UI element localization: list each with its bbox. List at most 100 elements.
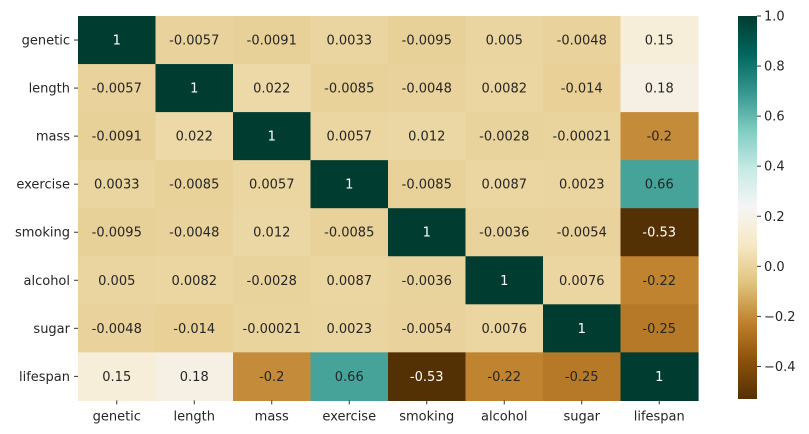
heatmap-cell — [233, 352, 312, 401]
cell-annotation: -0.0085 — [324, 82, 374, 97]
heatmap-cell — [543, 112, 622, 161]
heatmap-cell — [233, 112, 312, 161]
y-tick-label: smoking — [15, 226, 70, 241]
cell-annotation: 0.0057 — [249, 178, 295, 193]
cell-annotation: 0.005 — [98, 274, 135, 289]
x-tick-label: smoking — [399, 409, 454, 424]
cell-annotation: -0.0091 — [92, 130, 142, 145]
heatmap-cell — [543, 160, 622, 209]
heatmap-cell — [543, 352, 622, 401]
heatmap-cell — [388, 64, 467, 113]
heatmap-cell — [465, 256, 544, 305]
heatmap-cell — [78, 160, 157, 209]
colorbar-gradient — [738, 16, 757, 399]
cell-annotation: -0.0048 — [169, 226, 219, 241]
heatmap-cell — [543, 256, 622, 305]
colorbar-tick-label: −0.4 — [764, 360, 796, 375]
heatmap-cell — [233, 160, 312, 209]
x-tick-label: mass — [255, 409, 289, 424]
cell-annotation: -0.0057 — [169, 34, 219, 49]
heatmap-cell — [310, 352, 389, 401]
y-tick-label: exercise — [16, 178, 70, 193]
heatmap-cell — [310, 64, 389, 113]
heatmap-cell — [388, 160, 467, 209]
cell-annotation: 0.0033 — [94, 178, 140, 193]
heatmap-cell — [155, 304, 234, 353]
heatmap-cell — [620, 112, 699, 161]
cell-annotation: -0.53 — [410, 370, 444, 385]
cell-annotation: 0.0057 — [327, 130, 373, 145]
heatmap-cell — [155, 208, 234, 257]
heatmap-cell — [388, 16, 467, 65]
cell-annotation: -0.2 — [259, 370, 284, 385]
y-tick-label: alcohol — [24, 274, 70, 289]
cell-annotation: 0.18 — [180, 370, 209, 385]
heatmap-cell — [310, 16, 389, 65]
heatmap-cell — [310, 208, 389, 257]
heatmap-cell — [465, 160, 544, 209]
heatmap-cell — [620, 256, 699, 305]
cell-annotation: -0.0036 — [402, 274, 452, 289]
heatmap-cell — [78, 256, 157, 305]
colorbar-tick-label: 1.0 — [764, 10, 785, 25]
x-tick-label: exercise — [322, 409, 376, 424]
heatmap-cell — [620, 64, 699, 113]
cell-annotation: -0.22 — [642, 274, 676, 289]
cell-annotation: 0.022 — [253, 82, 290, 97]
cell-annotation: 1 — [578, 322, 586, 337]
heatmap-cell — [465, 304, 544, 353]
cell-annotation: -0.0048 — [402, 82, 452, 97]
cell-annotation: 0.0076 — [482, 322, 528, 337]
cell-annotation: -0.0028 — [247, 274, 297, 289]
cell-annotation: -0.0095 — [402, 34, 452, 49]
heatmap-cell — [310, 304, 389, 353]
heatmap-annotations: 1 -0.0057 -0.0091 0.0033 -0.0095 0.005 -0.0048… — [92, 34, 676, 385]
colorbar-tick-label: 0.4 — [764, 160, 785, 175]
heatmap-cell — [155, 352, 234, 401]
heatmap-cell — [310, 160, 389, 209]
cell-annotation: 0.0082 — [482, 82, 528, 97]
y-tick-label: sugar — [33, 322, 70, 337]
cell-annotation: 0.66 — [645, 178, 674, 193]
cell-annotation: -0.2 — [647, 130, 672, 145]
cell-annotation: -0.0028 — [479, 130, 529, 145]
heatmap-cell — [388, 208, 467, 257]
heatmap-cell — [388, 304, 467, 353]
heatmap-cell — [155, 16, 234, 65]
heatmap-cell — [155, 160, 234, 209]
heatmap-cells — [78, 16, 699, 401]
heatmap-cell — [543, 304, 622, 353]
cell-annotation: -0.00021 — [553, 130, 611, 145]
heatmap-cell — [155, 64, 234, 113]
cell-annotation: -0.0054 — [557, 226, 607, 241]
cell-annotation: 0.0023 — [559, 178, 605, 193]
colorbar-ticks: −0.4 −0.2 0.0 0.2 0.4 0.6 0.8 1.0 — [757, 10, 796, 375]
heatmap-cell — [465, 16, 544, 65]
heatmap-cell — [465, 64, 544, 113]
x-tick-label: alcohol — [481, 409, 527, 424]
heatmap-cell — [543, 16, 622, 65]
cell-annotation: 0.0023 — [327, 322, 373, 337]
heatmap-cell — [620, 160, 699, 209]
cell-annotation: 0.15 — [645, 34, 674, 49]
heatmap-cell — [233, 256, 312, 305]
cell-annotation: -0.0036 — [479, 226, 529, 241]
cell-annotation: -0.0054 — [402, 322, 452, 337]
y-tick-label: lifespan — [19, 370, 70, 385]
cell-annotation: -0.014 — [173, 322, 215, 337]
heatmap-cell — [310, 256, 389, 305]
heatmap-cell — [233, 208, 312, 257]
cell-annotation: 0.012 — [408, 130, 445, 145]
cell-annotation: -0.0085 — [324, 226, 374, 241]
heatmap-cell — [620, 16, 699, 65]
heatmap-cell — [543, 64, 622, 113]
heatmap-cell — [78, 352, 157, 401]
cell-annotation: 0.0033 — [327, 34, 373, 49]
cell-annotation: -0.25 — [642, 322, 676, 337]
heatmap-cell — [155, 112, 234, 161]
colorbar-tick-label: 0.0 — [764, 260, 785, 275]
heatmap-cell — [233, 64, 312, 113]
heatmap-cell — [78, 64, 157, 113]
colorbar: −0.4 −0.2 0.0 0.2 0.4 0.6 0.8 1.0 — [738, 10, 796, 399]
